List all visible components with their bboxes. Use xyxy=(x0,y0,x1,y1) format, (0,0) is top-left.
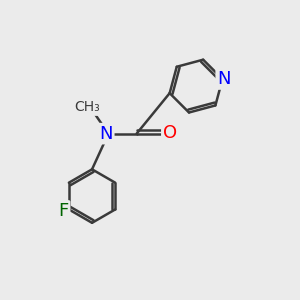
Text: CH₃: CH₃ xyxy=(75,100,101,115)
Text: N: N xyxy=(217,70,231,88)
Text: N: N xyxy=(99,125,113,143)
Text: O: O xyxy=(163,124,177,142)
Text: F: F xyxy=(58,202,69,220)
